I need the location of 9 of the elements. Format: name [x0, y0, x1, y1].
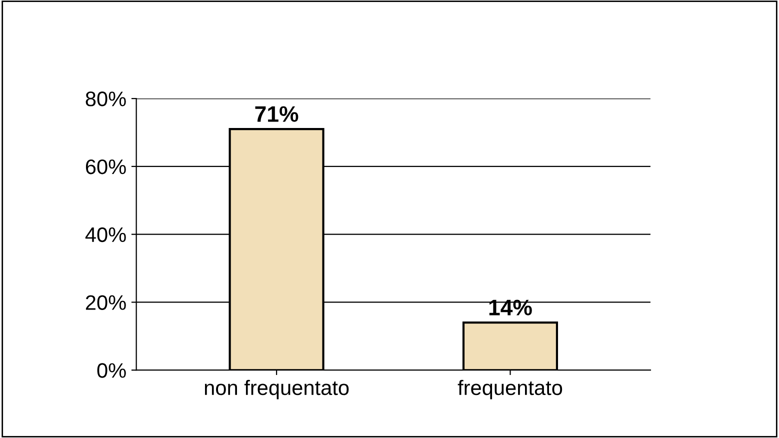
y-tick-label: 20%: [86, 295, 126, 310]
data-label: 14%: [489, 300, 532, 316]
y-tick-label: 0%: [97, 363, 126, 378]
data-label: 71%: [255, 106, 298, 122]
y-tick-label: 60%: [86, 159, 126, 174]
y-tick-label: 80%: [86, 92, 126, 106]
y-tick-label: 40%: [85, 227, 126, 242]
x-tick-label: frequentato: [458, 380, 562, 400]
x-tick-label: non frequentato: [204, 380, 349, 400]
